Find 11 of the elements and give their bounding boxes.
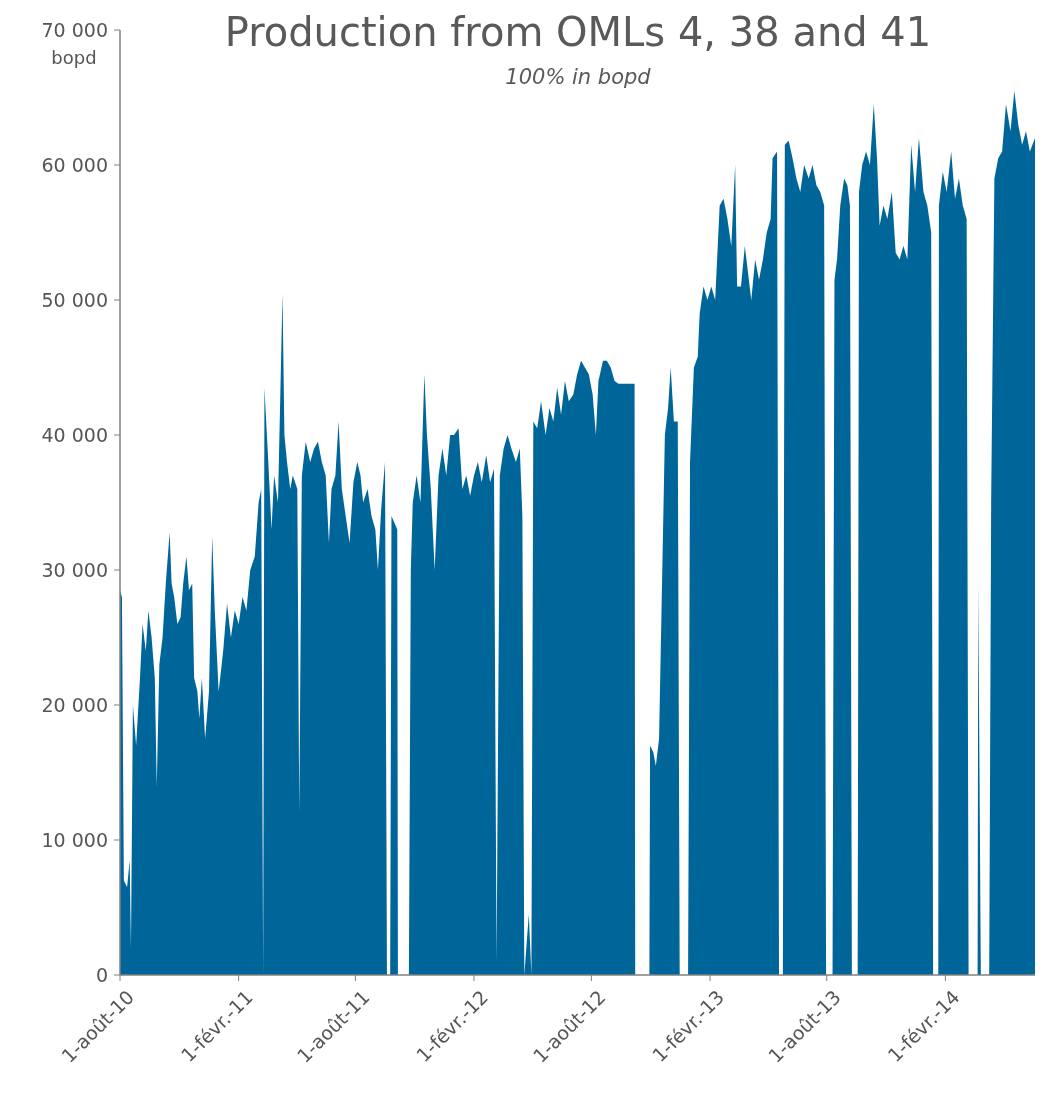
text: 100% in bopd: [505, 65, 652, 89]
y-tick-label: 50 000: [41, 288, 108, 311]
y-tick-label: 0: [95, 963, 108, 986]
y-tick-label: 30 000: [41, 558, 108, 581]
y-tick-label: 70 000: [41, 18, 108, 41]
y-tick-label: 20 000: [41, 693, 108, 716]
y-tick-label: 60 000: [41, 153, 108, 176]
chart-title: Production from OMLs 4, 38 and 41: [224, 9, 932, 55]
y-tick-label: 40 000: [41, 423, 108, 446]
y-axis-title: bopd: [51, 47, 97, 69]
y-tick-label: 10 000: [41, 828, 108, 851]
